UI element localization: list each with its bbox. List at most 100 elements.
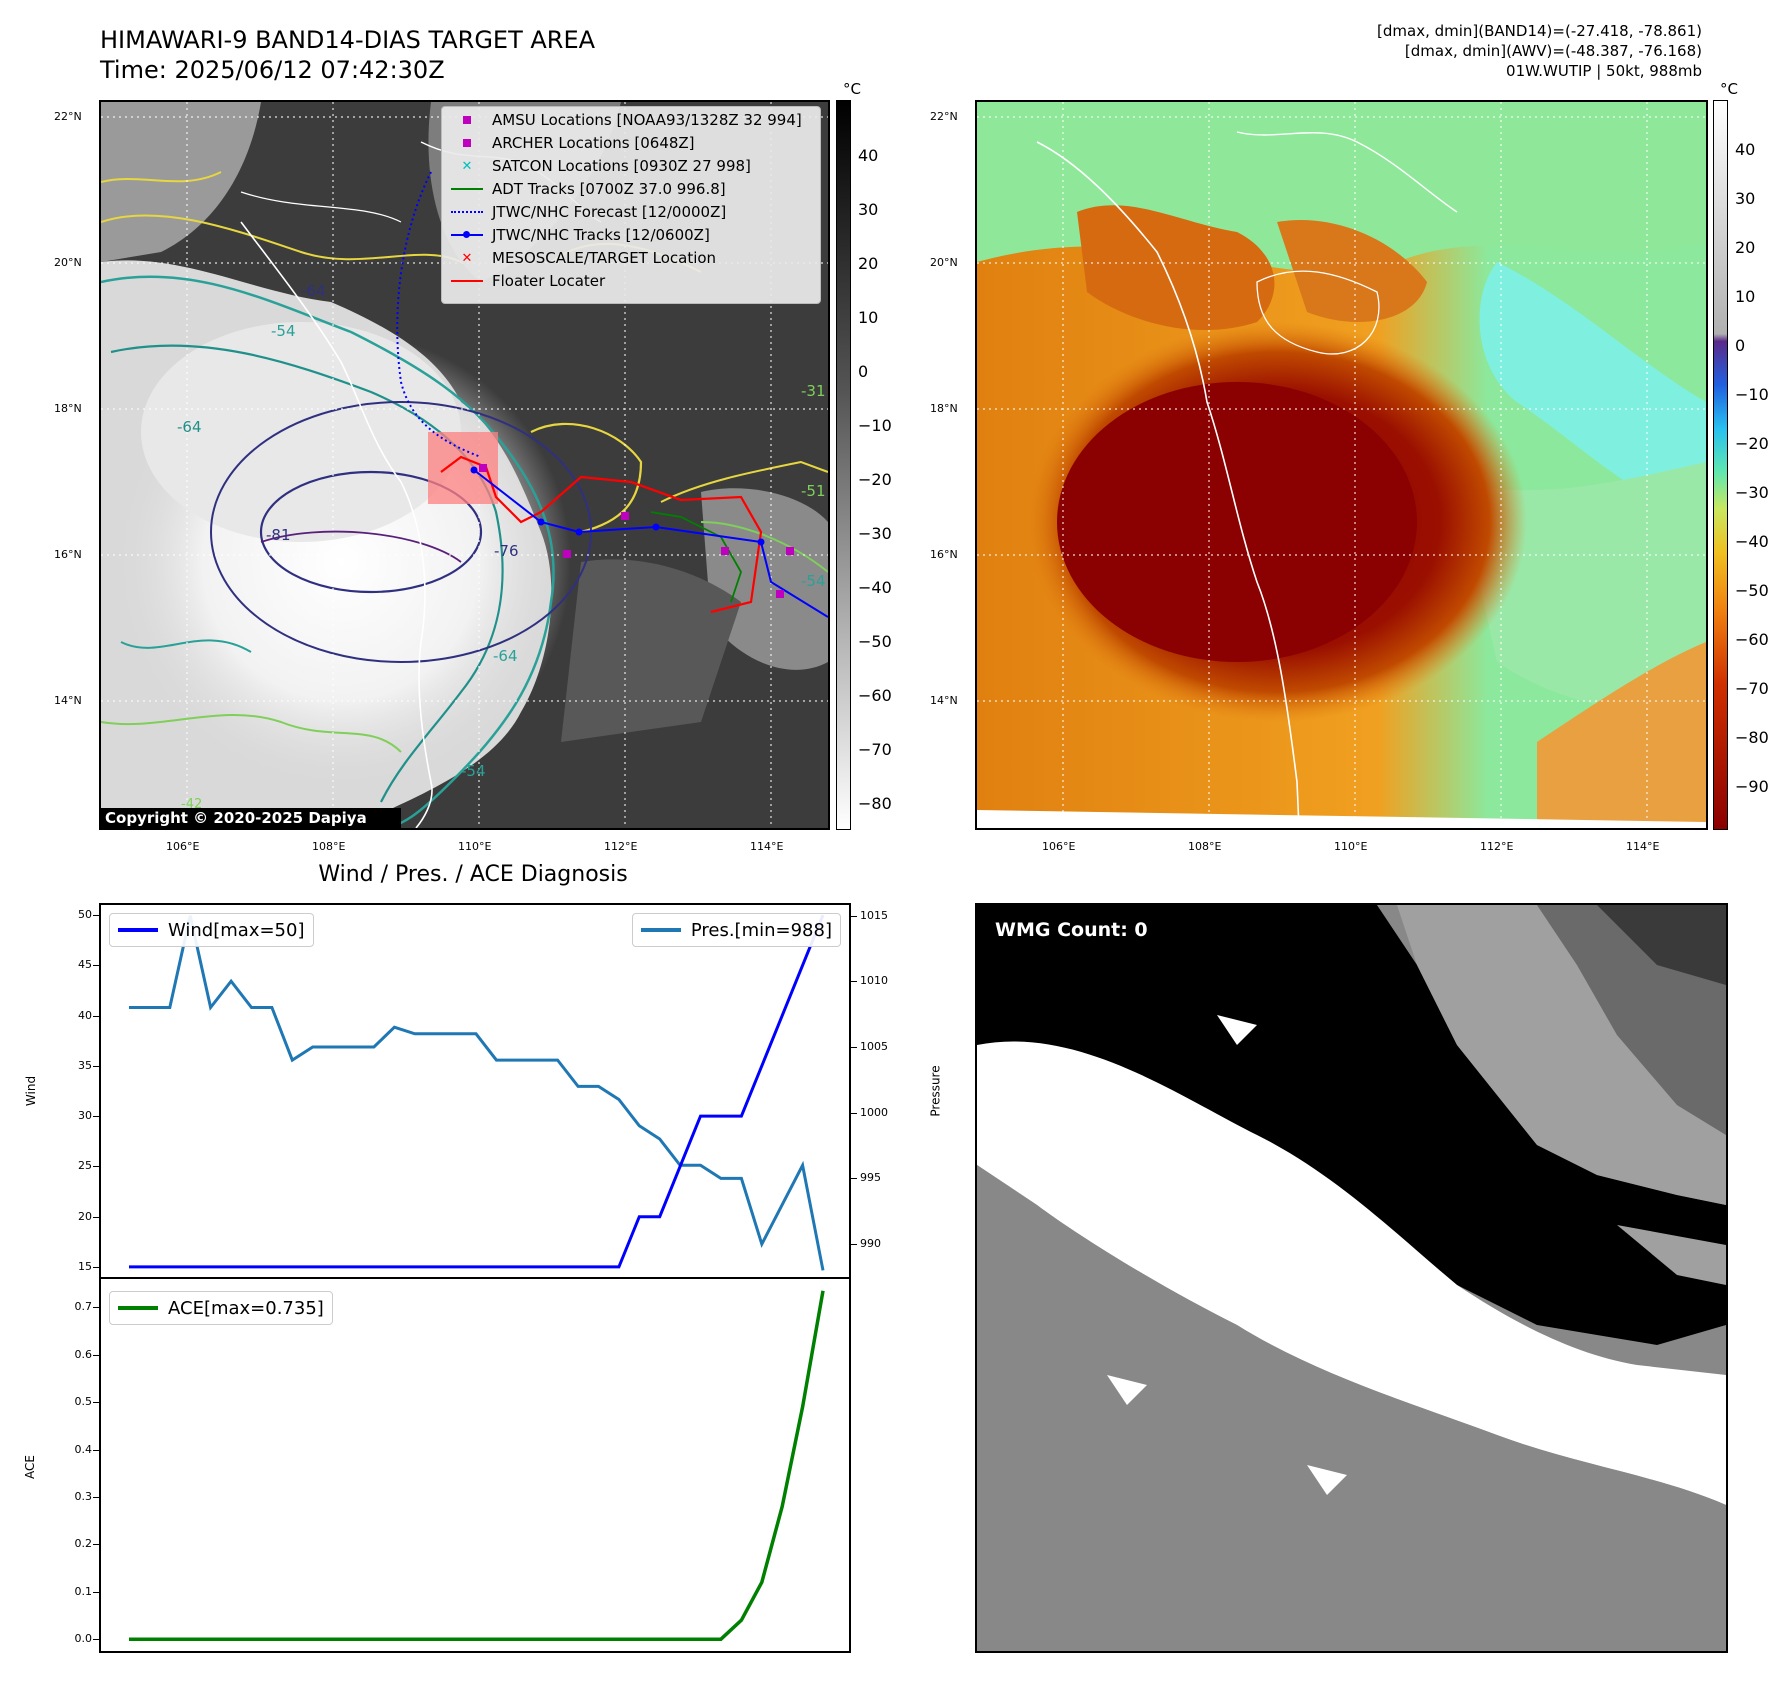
legend-item-floater: Floater Locater	[450, 271, 605, 291]
contour-label: -54	[271, 322, 296, 340]
lon-tick: 112°E	[604, 840, 638, 853]
legend-label: Pres.[min=988]	[690, 919, 832, 941]
lat-tick: 20°N	[54, 256, 82, 269]
square-marker-icon	[450, 110, 484, 130]
lat-tick: 14°N	[930, 694, 958, 707]
contour-label: -64	[493, 647, 518, 665]
pressure-tick-mark	[851, 1244, 857, 1246]
pressure-tick-label: 1000	[860, 1105, 888, 1119]
pressure-tick-mark	[851, 981, 857, 983]
wind-tick-mark	[93, 1015, 99, 1017]
lat-tick: 18°N	[930, 402, 958, 415]
legend-label: Wind[max=50]	[168, 919, 305, 941]
contour-label: -54	[461, 762, 486, 780]
pressure-tick-mark	[851, 915, 857, 917]
info-storm: 01W.WUTIP | 50kt, 988mb	[1506, 62, 1702, 80]
contour-label: -76	[494, 542, 519, 560]
lon-tick: 112°E	[1480, 840, 1514, 853]
ace-tick-label: 0.6	[74, 1347, 93, 1361]
ace-tick-mark	[93, 1591, 99, 1593]
wind-tick-mark	[93, 915, 99, 917]
lon-tick: 108°E	[312, 840, 346, 853]
ir-colorbar-tick: −10	[858, 416, 892, 435]
lat-tick: 16°N	[930, 548, 958, 561]
legend-label: ACE[max=0.735]	[168, 1297, 324, 1319]
legend-label: Floater Locater	[492, 272, 606, 290]
ir-colorbar-tick: −50	[858, 632, 892, 651]
dotted-line-icon	[450, 202, 484, 222]
square-marker-icon	[450, 133, 484, 153]
map-legend: AMSU Locations [NOAA93/1328Z 32 994] ARC…	[441, 106, 821, 304]
pressure-tick-label: 990	[860, 1237, 881, 1251]
ir-colorbar-tick: 0	[858, 362, 869, 381]
pressure-tick-mark	[851, 1178, 857, 1180]
contour-label: -81	[266, 526, 291, 544]
wind-pressure-chart: Wind[max=50] Pres.[min=988]	[99, 903, 851, 1279]
ace-axis-label: ACE	[22, 1455, 37, 1479]
wv-colorbar-tick: 20	[1735, 238, 1756, 257]
wv-colorbar	[1713, 100, 1728, 830]
pressure-tick-label: 1015	[860, 908, 888, 922]
legend-label: MESOSCALE/TARGET Location	[492, 249, 717, 267]
wv-colorbar-tick: 10	[1735, 287, 1756, 306]
pressure-tick-label: 1005	[860, 1039, 888, 1053]
copyright-label: Copyright © 2020-2025 Dapiya	[105, 809, 367, 827]
pressure-axis-label: Pressure	[928, 1065, 943, 1117]
line-dot-icon	[450, 225, 484, 245]
ace-tick-mark	[93, 1449, 99, 1451]
ace-tick-label: 0.0	[74, 1632, 93, 1646]
x-marker-icon: ✕	[461, 158, 473, 174]
pressure-legend: Pres.[min=988]	[631, 913, 841, 947]
legend-label: JTWC/NHC Tracks [12/0600Z]	[492, 226, 710, 244]
lon-tick: 108°E	[1188, 840, 1222, 853]
ace-tick-label: 0.7	[74, 1300, 93, 1314]
contour-label: -31	[801, 382, 826, 400]
lat-tick: 22°N	[930, 110, 958, 123]
line-icon	[450, 271, 484, 291]
wmg-count-label: WMG Count: 0	[995, 919, 1148, 941]
wv-colorbar-tick: −90	[1735, 777, 1769, 796]
wmg-panel: WMG Count: 0	[975, 903, 1728, 1653]
wv-colorbar-tick: −40	[1735, 532, 1769, 551]
line-icon	[450, 179, 484, 199]
pressure-line	[129, 915, 825, 1271]
pressure-tick-label: 995	[860, 1171, 881, 1185]
contour-label: -54	[801, 572, 826, 590]
lat-tick: 18°N	[54, 402, 82, 415]
ace-tick-label: 0.3	[74, 1489, 93, 1503]
legend-item-satcon: ✕ SATCON Locations [0930Z 27 998]	[450, 156, 751, 176]
lon-tick: 110°E	[1334, 840, 1368, 853]
lon-tick: 106°E	[1042, 840, 1076, 853]
ir-colorbar-tick: 40	[858, 146, 879, 165]
wv-colorbar-tick: 30	[1735, 189, 1756, 208]
wind-tick-label: 35	[78, 1058, 92, 1072]
legend-item-amsu: AMSU Locations [NOAA93/1328Z 32 994]	[450, 110, 802, 130]
wv-colorbar-tick: −60	[1735, 630, 1769, 649]
ace-tick-mark	[93, 1639, 99, 1641]
wv-colorbar-tick: −30	[1735, 483, 1769, 502]
ace-tick-label: 0.2	[74, 1537, 93, 1551]
ir-colorbar-tick: −40	[858, 578, 892, 597]
wind-tick-mark	[93, 1116, 99, 1118]
wind-tick-mark	[93, 1065, 99, 1067]
wind-line	[129, 914, 825, 1269]
figure-title-line1: HIMAWARI-9 BAND14-DIAS TARGET AREA	[100, 26, 596, 54]
ir-colorbar-tick: 30	[858, 200, 879, 219]
pressure-tick-label: 1010	[860, 974, 888, 988]
wind-legend: Wind[max=50]	[109, 913, 314, 947]
wind-tick-label: 15	[78, 1259, 92, 1273]
legend-item-archer: ARCHER Locations [0648Z]	[450, 133, 695, 153]
contour-label: -64	[177, 418, 202, 436]
pressure-tick-mark	[851, 1046, 857, 1048]
wind-tick-mark	[93, 1166, 99, 1168]
ace-line	[129, 1290, 825, 1641]
x-marker-icon: ✕	[461, 250, 473, 266]
ace-tick-label: 0.1	[74, 1584, 93, 1598]
wind-axis-label: Wind	[24, 1075, 39, 1107]
wind-tick-label: 25	[78, 1159, 92, 1173]
wind-tick-mark	[93, 1216, 99, 1218]
contour-label: -42	[181, 797, 203, 812]
lon-tick: 106°E	[166, 840, 200, 853]
diagnosis-title: Wind / Pres. / ACE Diagnosis	[318, 862, 628, 887]
legend-label: ARCHER Locations [0648Z]	[492, 134, 695, 152]
